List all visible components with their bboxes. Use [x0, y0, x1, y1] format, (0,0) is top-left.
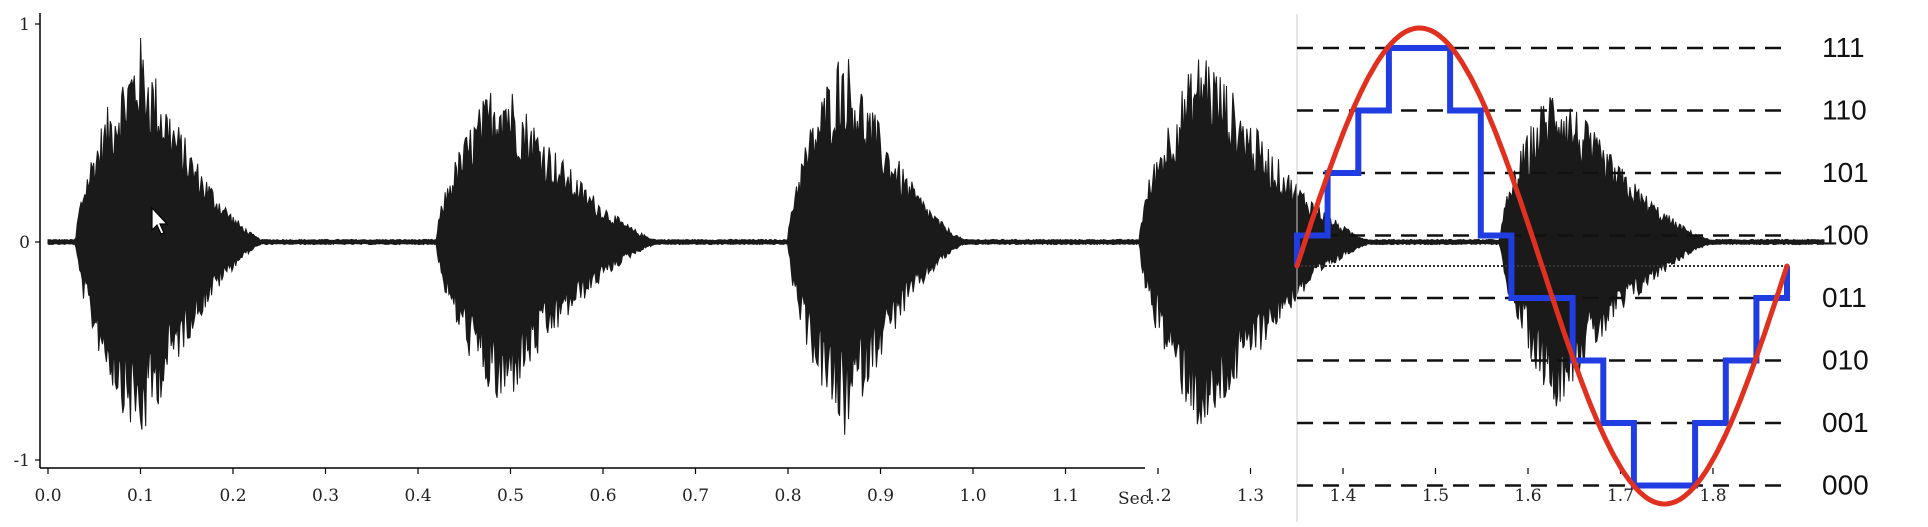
x-tick-label: 0.7: [682, 486, 709, 506]
waveform-envelope: [47, 37, 1825, 435]
level-label: 010: [1822, 345, 1869, 376]
level-label: 110: [1822, 95, 1867, 126]
x-tick-label: 1.7: [1607, 486, 1634, 506]
x-tick-label: 0.2: [219, 486, 246, 506]
level-label: 000: [1822, 470, 1869, 501]
y-tick-label: 1: [19, 15, 30, 35]
x-tick-label: 0.9: [867, 486, 894, 506]
x-unit-label: Sec.: [1118, 489, 1155, 509]
x-tick-label: 1.0: [959, 486, 986, 506]
waveform-signal: [47, 37, 1825, 435]
x-tick-label: 1.2: [1144, 486, 1171, 506]
quantization-grid: [1297, 46, 1787, 487]
x-tick-label: 0.8: [774, 486, 801, 506]
level-label: 100: [1822, 220, 1869, 251]
x-tick-label: 0.3: [312, 486, 339, 506]
level-label: 111: [1822, 32, 1865, 63]
x-tick-label: 0.0: [34, 486, 61, 506]
x-tick-label: 0.6: [589, 486, 616, 506]
waveform-x-ticks: 0.0 0.1 0.2 0.3 0.4 0.5 0.6 0.7 0.8 0.9 1.0 1.1 1.2 1…: [34, 468, 1727, 506]
x-tick-label: 1.6: [1514, 486, 1541, 506]
waveform-chart: 0.0 0.1 0.2 0.3 0.4 0.5 0.6 0.7 0.8 0.9 1.0 1.1 1.2 1…: [13, 13, 1825, 509]
quantization-chart: 111 110 101 100 011 010 001 000: [1294, 14, 1869, 525]
x-tick-label: 1.5: [1422, 486, 1449, 506]
y-tick-label: 0: [19, 233, 30, 253]
quantization-level-labels: 111 110 101 100 011 010 001 000: [1822, 32, 1869, 501]
x-tick-label: 0.5: [497, 486, 524, 506]
y-tick-label: -1: [13, 451, 30, 471]
level-label: 011: [1822, 282, 1867, 313]
analog-sine-signal: [1294, 25, 1790, 507]
quantized-step-signal: [1294, 45, 1790, 489]
x-tick-label: 1.1: [1052, 486, 1079, 506]
mouse-cursor-icon: [151, 206, 169, 235]
x-tick-label: 0.1: [127, 486, 154, 506]
x-tick-label: 1.4: [1329, 486, 1356, 506]
waveform-axes: [39, 13, 1145, 469]
x-tick-label: 1.3: [1237, 486, 1264, 506]
x-tick-label: 0.4: [404, 486, 431, 506]
level-label: 101: [1822, 157, 1869, 188]
waveform-y-ticks: 1 0 -1: [13, 15, 40, 471]
level-label: 001: [1822, 407, 1869, 438]
x-tick-label: 1.8: [1699, 486, 1726, 506]
